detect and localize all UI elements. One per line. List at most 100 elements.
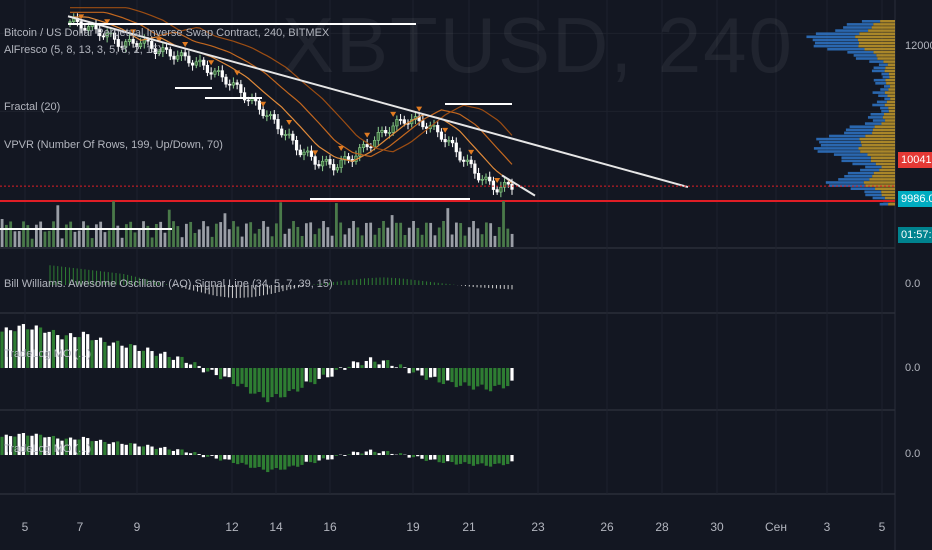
tradelog2-histogram-bar <box>146 444 150 455</box>
candle-down <box>450 140 455 144</box>
volume-bar <box>172 221 175 247</box>
tradelog1-histogram-bar <box>261 368 266 398</box>
volume-profile-bar-up <box>864 190 882 194</box>
tradelog2-histogram-bar <box>141 446 146 455</box>
fractal-marker <box>468 149 475 155</box>
time-axis-tick-label: 7 <box>76 520 84 534</box>
tradelog2-histogram-bar <box>137 446 141 455</box>
volume-bar <box>472 221 475 247</box>
tradelog1-histogram-bar <box>94 339 98 368</box>
legend-tradelog-1[interactable]: TradeLog MO (...) <box>4 348 92 360</box>
tradelog1-histogram-bar <box>471 368 476 390</box>
volume-bar <box>454 222 458 247</box>
volume-profile-bar-down <box>858 44 895 48</box>
legend-indicator-vpvr[interactable]: VPVR (Number Of Rows, 199, Up/Down, 70) <box>4 139 223 151</box>
tradelog1-histogram-bar <box>236 368 240 387</box>
volume-profile-bar-down <box>871 26 895 29</box>
volume-profile-bar-up <box>841 156 871 159</box>
volume-profile-bar-down <box>887 63 895 66</box>
tradelog1-histogram-bar <box>454 368 458 388</box>
tradelog1-histogram-bar <box>420 368 424 376</box>
tradelog2-histogram-bar <box>257 455 261 467</box>
volume-bar <box>300 235 304 247</box>
tradelog2-histogram-bar <box>373 451 377 455</box>
tradelog1-histogram-bar <box>317 368 321 379</box>
tradelog1-histogram-bar <box>381 360 386 368</box>
legend-awesome-oscillator[interactable]: Bill Williams. Awesome Oscillator (AO) S… <box>4 278 333 290</box>
volume-profile-bar-up <box>806 35 856 39</box>
trendline-short <box>501 174 536 197</box>
candle-down <box>402 119 406 124</box>
tradelog1-histogram-bar <box>201 368 206 373</box>
tradelog1-histogram-bar <box>43 332 47 368</box>
legend-indicator-alfresco[interactable]: AlFresco (5, 8, 13, 3, 5, 8, 2, 15) <box>4 44 162 56</box>
time-axis-tick-label: 21 <box>462 520 476 534</box>
volume-bar <box>459 223 463 247</box>
legend-tradelog-2[interactable]: TradeLog MO (...) <box>4 443 92 455</box>
candle-down <box>153 48 158 54</box>
volume-bar <box>82 221 85 247</box>
volume-bar <box>34 224 38 247</box>
tradelog2-histogram-bar <box>227 455 231 460</box>
legend-indicator-fractal[interactable]: Fractal (20) <box>4 101 61 113</box>
fractal-marker <box>78 14 85 20</box>
tradelog2-histogram-bar <box>433 455 437 460</box>
tradelog1-histogram-bar <box>257 368 261 392</box>
volume-bar <box>287 228 291 247</box>
volume-bar <box>270 236 274 247</box>
tradelog1-histogram-bar <box>501 368 506 389</box>
volume-profile-bar-up <box>872 91 885 94</box>
time-axis-tick-label: 30 <box>710 520 724 534</box>
candle-down <box>369 146 373 149</box>
tradelog1-histogram-bar <box>8 330 13 368</box>
volume-profile-bar-up <box>880 106 889 110</box>
candle-down <box>328 159 332 165</box>
tradelog1-histogram-bar <box>163 351 167 368</box>
tradelog2-histogram-bar <box>476 455 480 465</box>
tradelog2-histogram-bar <box>116 441 120 455</box>
volume-bar <box>416 227 420 247</box>
fractal-marker <box>364 132 371 138</box>
volume-profile-bar-up <box>878 63 888 66</box>
volume-bar <box>429 222 433 247</box>
tradelog2-histogram-bar <box>193 452 197 455</box>
tradelog1-histogram-bar <box>368 357 373 368</box>
volume-profile-bar-up <box>835 29 869 32</box>
volume-bar <box>480 234 484 247</box>
legend-symbol[interactable]: Bitcoin / US Dollar Perpetual Inverse Sw… <box>4 27 330 39</box>
candle-down <box>242 92 247 101</box>
volume-profile-bar-down <box>881 190 895 194</box>
tradelog1-histogram-bar <box>416 368 420 371</box>
volume-profile-bar-up <box>813 147 859 150</box>
fractal-marker <box>260 101 267 107</box>
candle-down <box>257 100 262 110</box>
tradelog1-histogram-bar <box>81 331 86 368</box>
volume-bar <box>210 236 214 247</box>
tradelog1-histogram-bar <box>68 333 73 368</box>
volume-profile-bar-down <box>874 125 895 128</box>
tradelog2-histogram-bar <box>364 451 368 455</box>
tradelog1-histogram-bar <box>21 324 26 368</box>
candle-up <box>447 140 451 143</box>
fractal-marker <box>234 70 241 76</box>
volume-profile-bar-down <box>875 162 895 166</box>
volume-profile-bar-down <box>887 94 895 97</box>
tradelog1-histogram-bar <box>291 368 296 390</box>
tradelog2-histogram-bar <box>133 443 137 455</box>
volume-bar <box>116 225 120 247</box>
volume-profile-bar-up <box>815 32 860 35</box>
volume-profile-bar-up <box>881 72 889 76</box>
tradelog1-histogram-bar <box>227 368 231 378</box>
tradelog1-histogram-bar <box>437 368 441 383</box>
volume-bar <box>420 234 424 247</box>
tradelog2-histogram-bar <box>188 453 193 455</box>
candle-down <box>384 130 388 134</box>
candle-down <box>421 120 425 128</box>
volume-profile-bar-down <box>876 54 895 57</box>
candle-up <box>176 55 180 60</box>
tradelog1-histogram-bar <box>407 368 411 374</box>
candle-down <box>120 46 124 48</box>
volume-profile-bar-up <box>872 119 886 122</box>
volume-profile-bar-down <box>884 113 895 116</box>
tradelog1-histogram-bar <box>484 368 488 390</box>
